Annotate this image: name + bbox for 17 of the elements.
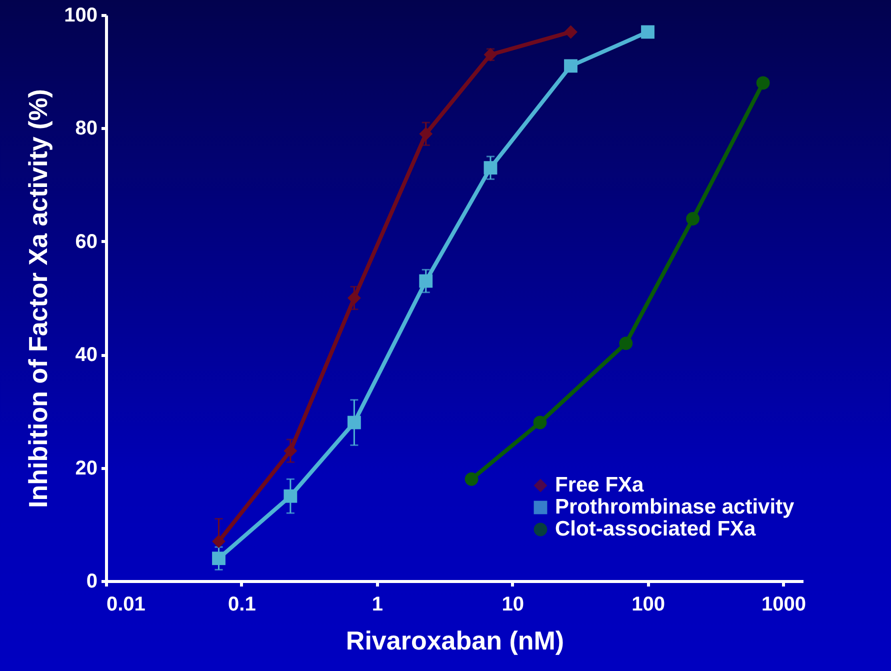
y-tick-label: 40 <box>75 344 98 366</box>
legend-label: Prothrombinase activity <box>555 496 795 518</box>
y-tick-label: 80 <box>75 118 98 140</box>
y-tick-label: 20 <box>75 457 98 480</box>
y-tick-label: 60 <box>75 230 98 253</box>
y-tick-label: 0 <box>86 570 98 592</box>
y-axis-title: Inhibition of Factor Xa activity (%) <box>23 89 54 508</box>
legend-label: Clot-associated FXa <box>555 518 756 540</box>
x-tick-label: 0.01 <box>106 594 146 616</box>
x-tick-label: 10 <box>502 594 524 616</box>
x-tick-label: 100 <box>632 594 665 616</box>
legend-label: Free FXa <box>555 474 644 496</box>
y-tick-label: 100 <box>64 4 98 26</box>
x-axis-title: Rivaroxaban (nM) <box>346 626 564 656</box>
x-tick-label: 0.1 <box>228 594 256 616</box>
x-tick-label: 1 <box>372 594 383 616</box>
x-tick-label: 1000 <box>761 594 806 616</box>
